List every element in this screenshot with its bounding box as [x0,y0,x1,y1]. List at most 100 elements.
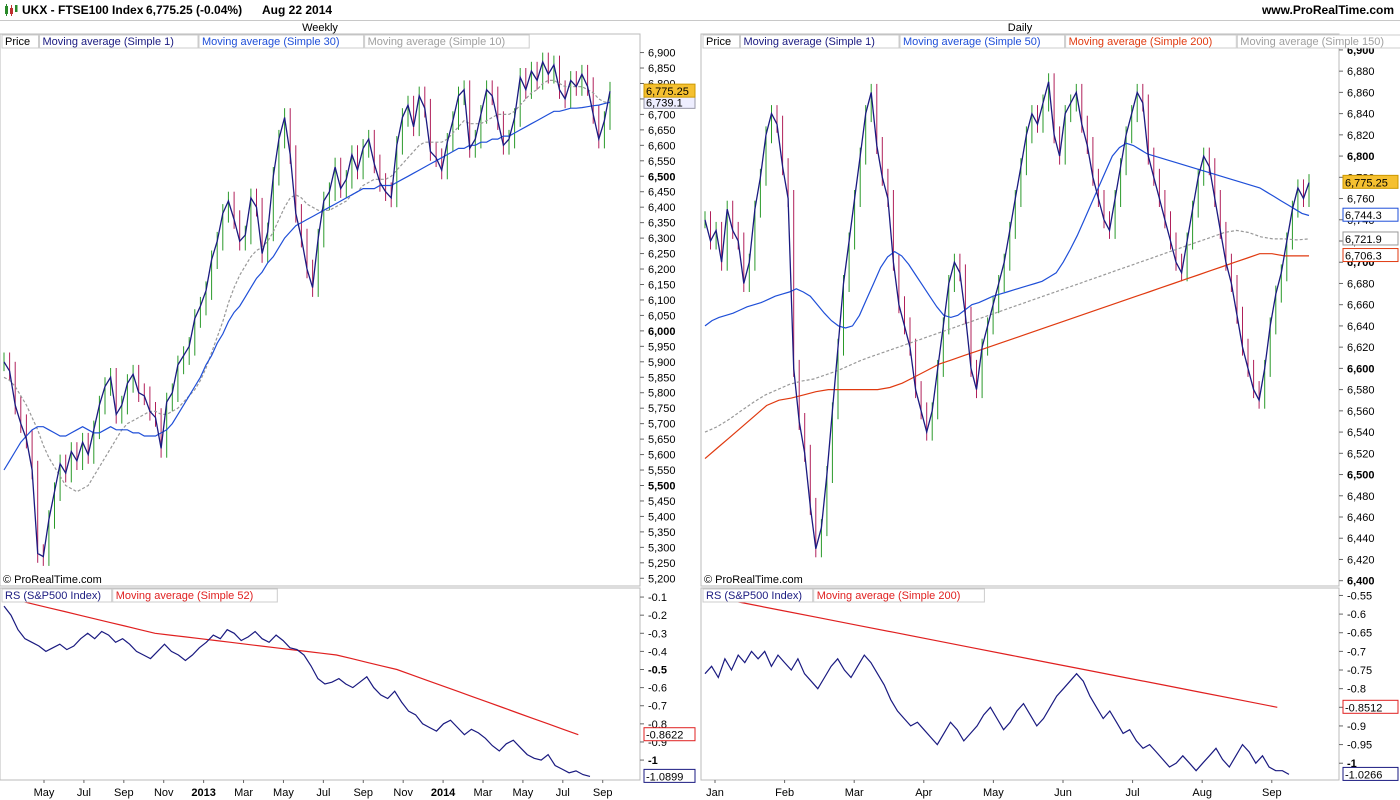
y-tick-label: 6,300 [648,233,676,245]
y-tick-label: 5,950 [648,341,676,353]
rs-y-tick-label: -0.7 [1347,646,1366,658]
rs-ma-last-label: -0.8622 [646,730,683,742]
rs-last-label-box [643,768,696,783]
ma200-last-label: 6,706.3 [1345,251,1382,263]
y-tick-label: 5,700 [648,419,676,431]
y-tick-label: 6,640 [1347,321,1375,333]
ma30-line [3,101,611,471]
y-tick-label: 6,620 [1347,342,1375,354]
chart-title: Weekly [302,22,338,34]
rs-y-tick-label: -0.75 [1347,665,1372,677]
legend-box [740,34,900,49]
x-tick-label: May [273,787,294,799]
ma150-last-label: 6,721.9 [1345,234,1382,246]
y-tick-label: 6,440 [1347,533,1375,545]
x-tick-label: Sep [353,787,373,799]
y-tick-label: 5,550 [648,465,676,477]
y-tick-label: 6,880 [1347,66,1375,78]
date-label: Aug 22 2014 [262,3,333,17]
x-tick-label: Apr [915,787,932,799]
rs-y-tick-label: -0.55 [1347,590,1372,602]
x-tick-label: Nov [393,787,413,799]
legend-box [198,34,365,49]
x-tick-label: Sep [1262,787,1282,799]
y-tick-label: 6,800 [1347,151,1375,163]
copyright-label: © ProRealTime.com [704,574,803,586]
ma200-last-label-box [1342,248,1399,263]
candlestick-chart-icon [5,4,18,16]
rs-y-tick-label: -0.4 [648,646,667,658]
rs-y-tick-label: -0.95 [1347,740,1372,752]
rs-legend-box [702,588,814,603]
x-tick-label: Nov [154,787,174,799]
rs-y-tick-label: -0.8 [1347,684,1366,696]
price-last-label: 6,775.25 [646,86,689,98]
copyright-label: © ProRealTime.com [3,574,102,586]
y-tick-label: 5,850 [648,372,676,384]
x-tick-label: Sep [593,787,613,799]
ma150-last-label-box [1342,231,1399,246]
y-tick-label: 5,650 [648,434,676,446]
x-tick-label: Aug [1192,787,1212,799]
rs-legend-box [813,588,985,603]
rs-ma-line [704,594,1278,708]
y-tick-label: 5,450 [648,496,676,508]
x-tick-label: 2014 [431,787,456,799]
y-tick-label: 6,500 [648,171,676,183]
x-tick-label: 2013 [191,787,215,799]
rs-legend-entry: Moving average (Simple 200) [817,590,961,602]
y-tick-label: 6,680 [1347,278,1375,290]
legend-entry: Moving average (Simple 50) [903,36,1041,48]
ma10-line [3,79,611,493]
price-last-label-box [643,83,696,98]
y-tick-label: 5,800 [648,388,676,400]
charts-canvas: Weekly 5,200 5,250 5,300 5,350 5,400 5,450 5,50… [0,22,1400,799]
x-tick-label: Jan [706,787,724,799]
price-frame [700,33,1340,587]
y-tick-label: 6,460 [1347,512,1375,524]
y-tick-label: 6,200 [648,264,676,276]
legend-box [39,34,199,49]
x-tick-label: May [983,787,1004,799]
legend-box [1,34,39,49]
x-tick-label: May [513,787,534,799]
legend-entry: Moving average (Simple 10) [368,36,506,48]
symbol-label: UKX - FTSE100 Index [22,3,144,17]
y-tick-label: 6,250 [648,249,676,261]
y-tick-label: 6,700 [648,109,676,121]
legend-box [364,34,530,49]
rs-frame [700,587,1340,781]
y-tick-label: 6,150 [648,279,676,291]
y-tick-label: 6,400 [1347,576,1375,588]
ma-last-label: 6,739.1 [646,97,683,109]
rs-last-label-box [1342,766,1399,781]
pane-weekly: Weekly 5,200 5,250 5,300 5,350 5,400 5,450 5,50… [0,22,696,799]
title-bar: UKX - FTSE100 Index 6,775.25 (-0.04%) Au… [0,0,1400,21]
legend-entry: Price [5,36,30,48]
y-tick-label: 6,900 [648,48,676,60]
y-tick-label: 6,840 [1347,109,1375,121]
rs-ma-last-label: -0.8512 [1345,702,1382,714]
rs-y-tick-label: -0.9 [1347,721,1366,733]
y-tick-label: 5,350 [648,527,676,539]
ma150-line [704,229,1310,433]
rs-y-tick-label: -0.3 [648,628,667,640]
ma200-line [704,253,1309,460]
y-tick-label: 5,750 [648,403,676,415]
y-tick-label: 5,500 [648,480,676,492]
rs-ma-last-label-box [643,727,696,742]
y-tick-label: 5,600 [648,450,676,462]
rs-y-tick-label: -0.7 [648,701,667,713]
y-tick-label: 5,900 [648,357,676,369]
rs-y-tick-label: -0.1 [648,592,667,604]
y-tick-label: 6,650 [648,125,676,137]
price-last-label-box [1342,174,1399,189]
x-tick-label: Jul [556,787,570,799]
price-ma1-line [3,59,611,558]
quote-label: 6,775.25 (-0.04%) [146,3,243,17]
y-tick-label: 6,000 [648,326,676,338]
y-tick-label: 6,550 [648,156,676,168]
y-tick-label: 6,480 [1347,491,1375,503]
price-frame [0,33,641,587]
rs-y-tick-label: -1 [648,755,658,767]
